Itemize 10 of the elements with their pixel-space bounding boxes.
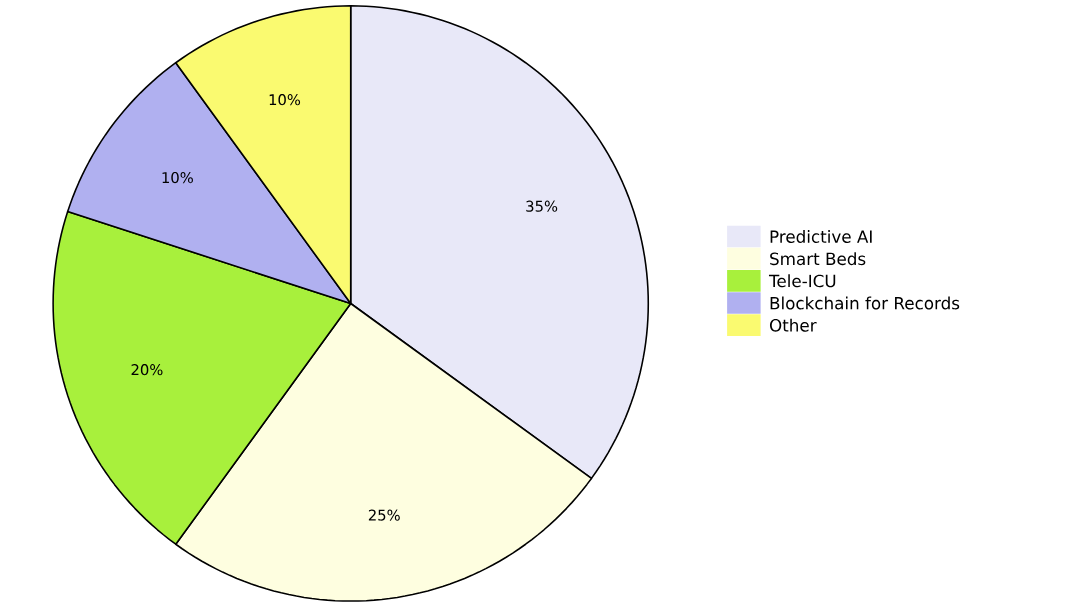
legend-label: Blockchain for Records (770, 296, 960, 310)
data-label: 10% (269, 94, 301, 106)
legend-label: Tele-ICU (768, 274, 836, 288)
legend-label: Predictive AI (770, 229, 872, 243)
data-label: 25% (368, 509, 400, 521)
data-label: 35% (526, 200, 558, 212)
legend-label: Smart Beds (770, 252, 866, 266)
data-label: 20% (131, 364, 163, 376)
data-label: 10% (162, 171, 193, 184)
legend-label: Other (769, 318, 817, 332)
